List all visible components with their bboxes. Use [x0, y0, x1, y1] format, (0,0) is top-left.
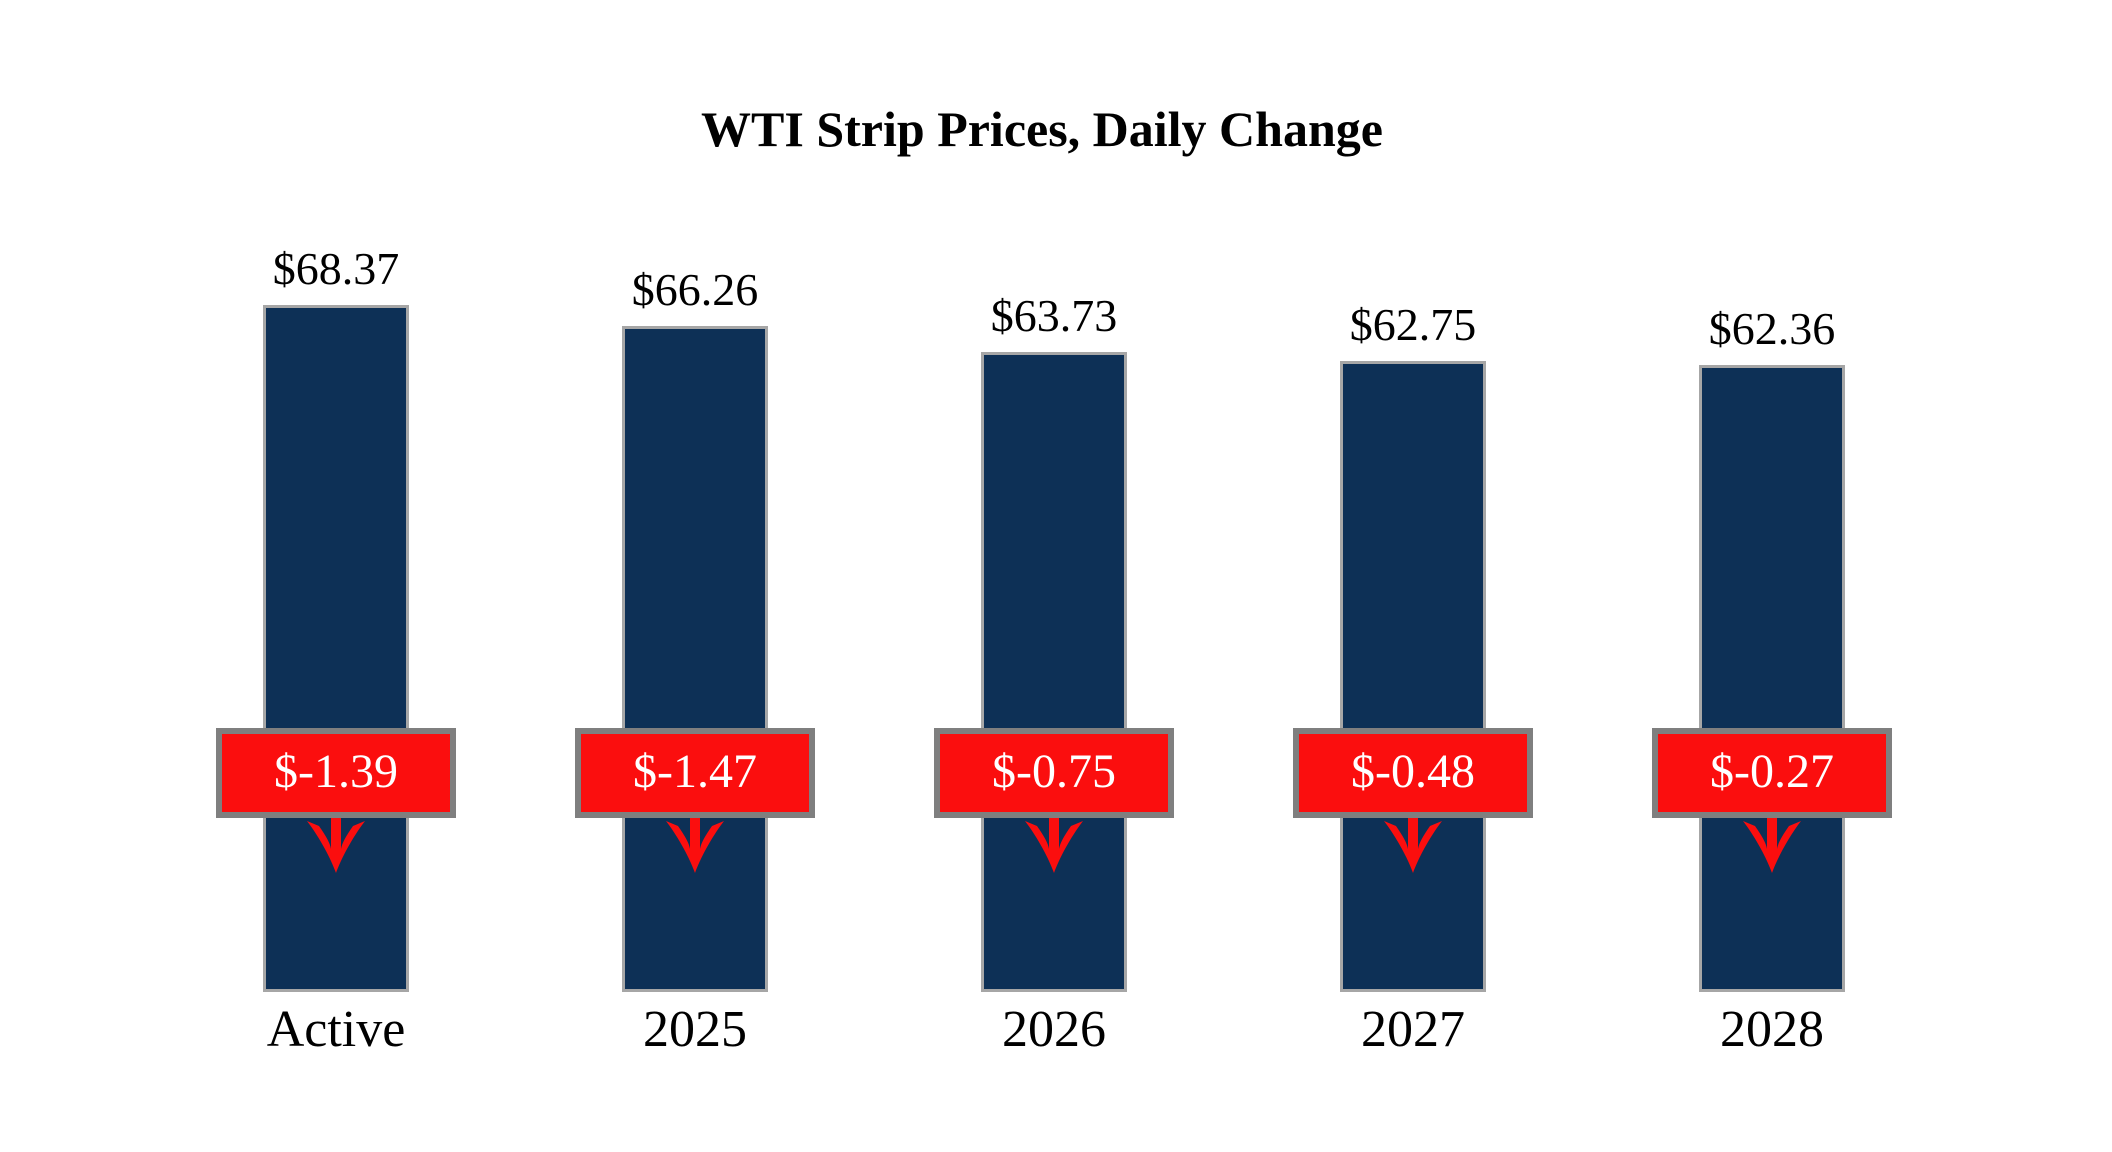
bar-group-2027: $62.75 $-0.48 2027 [1293, 0, 1533, 1058]
bar-group-2028: $62.36 $-0.27 2028 [1652, 0, 1892, 1058]
change-badge: $-0.48 [1293, 728, 1533, 818]
bar-group-active: $68.37 $-1.39 Active [216, 0, 456, 1058]
bar-value-label: $68.37 [272, 243, 400, 294]
down-arrow-icon [1384, 816, 1442, 873]
down-arrow-icon [1025, 816, 1083, 873]
category-label: 2027 [1361, 1001, 1465, 1058]
change-badge: $-0.75 [934, 728, 1174, 818]
bar-value-label: $63.73 [990, 290, 1118, 341]
bar [263, 305, 409, 992]
down-arrow-icon [1743, 816, 1801, 873]
change-badge: $-0.27 [1652, 728, 1892, 818]
change-badge: $-1.47 [575, 728, 815, 818]
bar [622, 326, 768, 992]
bar-value-label: $62.75 [1349, 299, 1477, 350]
bar [1699, 365, 1845, 992]
bar-value-label: $66.26 [631, 264, 759, 315]
category-label: 2025 [643, 1001, 747, 1058]
category-label: 2028 [1720, 1001, 1824, 1058]
category-label: 2026 [1002, 1001, 1106, 1058]
chart-title: WTI Strip Prices, Daily Change [701, 101, 1383, 157]
down-arrow-icon [307, 816, 365, 873]
bar [1340, 361, 1486, 992]
bar [981, 352, 1127, 992]
bar-value-label: $62.36 [1708, 303, 1836, 354]
down-arrow-icon [666, 816, 724, 873]
bar-group-2026: $63.73 $-0.75 2026 [934, 0, 1174, 1058]
bar-group-2025: $66.26 $-1.47 2025 [575, 0, 815, 1058]
category-label: Active [266, 1001, 406, 1058]
change-badge: $-1.39 [216, 728, 456, 818]
